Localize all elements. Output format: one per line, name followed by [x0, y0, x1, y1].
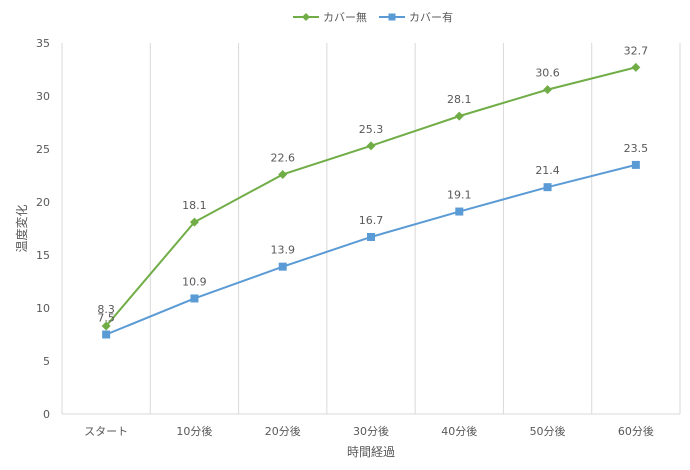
- data-point: [631, 62, 641, 72]
- data-point: [278, 262, 287, 271]
- gridlines: [61, 43, 681, 414]
- data-label: 10.9: [182, 275, 207, 288]
- x-tick-label: 50分後: [530, 424, 566, 438]
- data-point: [455, 207, 464, 216]
- data-point: [543, 85, 553, 95]
- y-tick-label: 30: [36, 90, 50, 103]
- x-axis-title: 時間経過: [347, 445, 395, 459]
- x-tick-label: 20分後: [265, 424, 301, 438]
- data-label: 25.3: [359, 123, 384, 136]
- data-point: [102, 330, 111, 339]
- legend-item: カバー有: [379, 10, 453, 24]
- legend: カバー無 カバー有: [293, 10, 453, 24]
- data-label: 30.6: [535, 67, 560, 80]
- data-point: [189, 217, 199, 227]
- data-label: 7.5: [97, 312, 115, 325]
- data-point: [631, 160, 640, 169]
- y-tick-label: 25: [36, 143, 50, 156]
- data-label: 18.1: [182, 199, 207, 212]
- data-point: [367, 232, 375, 241]
- y-tick-label: 15: [36, 249, 50, 262]
- data-label: 23.5: [624, 142, 649, 155]
- x-tick-label: 60分後: [618, 424, 654, 438]
- axes: 0 5 10 15 20 25 30 35 スタート 10分後 20分後 30分後 40分後 50分後 60…: [36, 37, 680, 438]
- data-label: 13.9: [270, 244, 295, 257]
- data-point: [101, 321, 111, 331]
- data-label: 19.1: [447, 189, 472, 202]
- data-label: 28.1: [447, 93, 472, 106]
- y-tick-label: 5: [43, 355, 50, 368]
- data-label: 32.7: [624, 44, 649, 57]
- data-label: 16.7: [359, 214, 384, 227]
- legend-item: カバー無: [293, 10, 367, 24]
- x-tick-label: スタート: [84, 425, 128, 438]
- square-marker-icon: [388, 13, 396, 21]
- legend-label: カバー有: [409, 10, 453, 24]
- data-labels: 8.3 18.1 22.6 25.3 28.1 30.6 32.7 7.5 10.9 13.9 16…: [97, 44, 648, 324]
- data-point: [190, 294, 199, 303]
- data-point: [278, 169, 288, 179]
- data-point: [454, 111, 464, 121]
- y-tick-label: 20: [36, 196, 50, 209]
- data-label: 22.6: [270, 151, 295, 164]
- data-label: 8.3: [97, 303, 115, 316]
- y-tick-label: 0: [43, 408, 50, 421]
- x-tick-label: 30分後: [353, 424, 389, 438]
- diamond-marker-icon: [302, 13, 310, 21]
- data-point: [543, 183, 552, 192]
- x-tick-label: 10分後: [176, 424, 212, 438]
- y-tick-label: 35: [36, 37, 50, 50]
- x-tick-label: 40分後: [441, 424, 477, 438]
- legend-label: カバー無: [323, 10, 367, 24]
- y-axis-title: 温度変化: [14, 204, 29, 252]
- data-point: [366, 141, 376, 151]
- data-label: 21.4: [535, 164, 560, 177]
- y-tick-label: 10: [36, 302, 50, 315]
- series-group: [101, 62, 641, 339]
- series-line: [105, 163, 637, 336]
